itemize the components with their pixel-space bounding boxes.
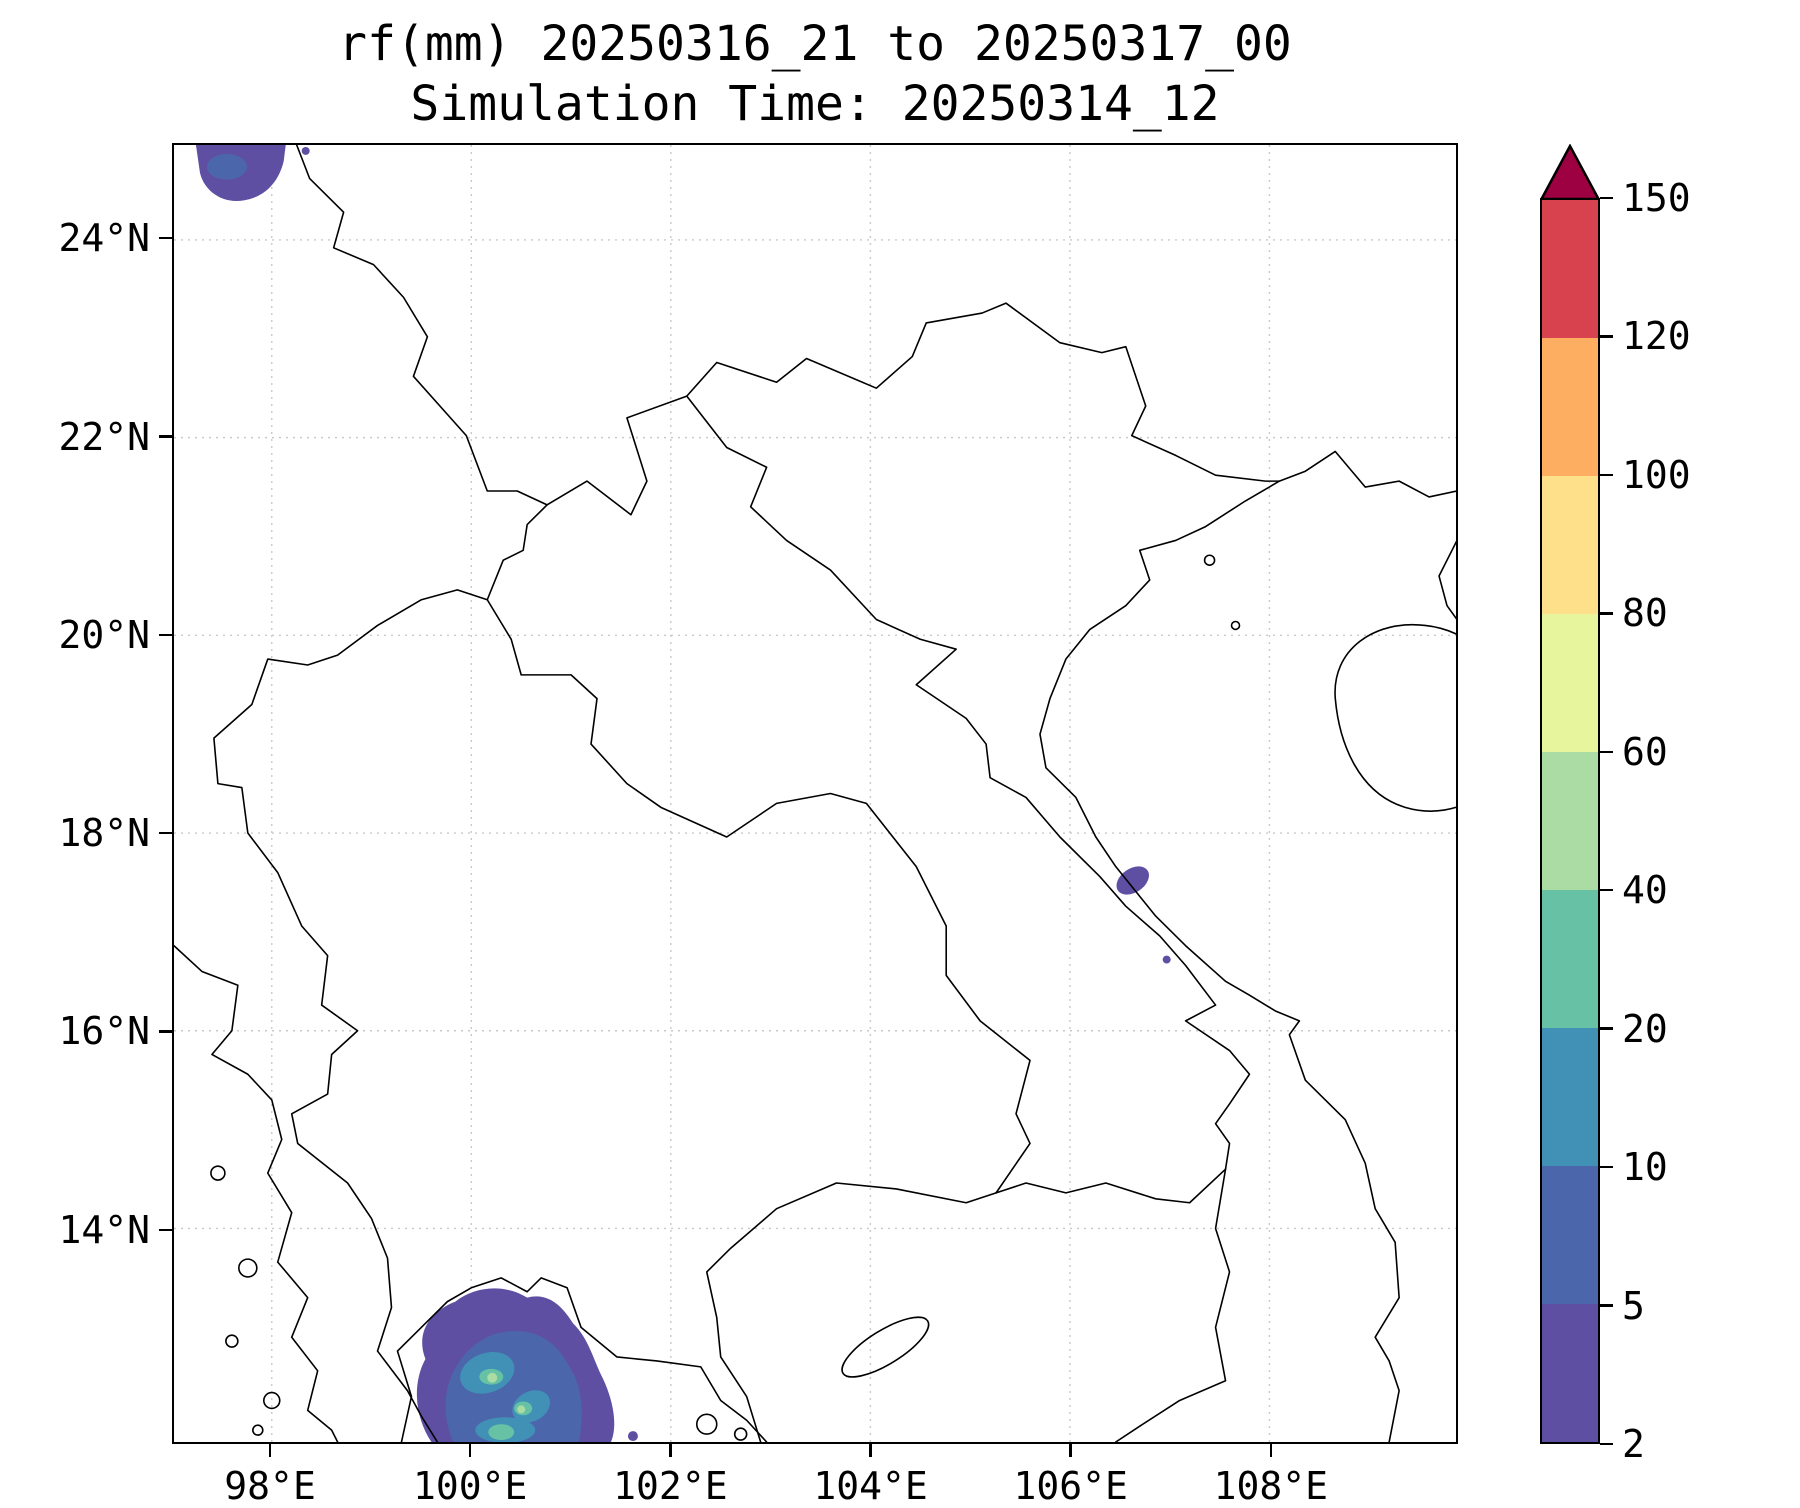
rain-speck-gulf-east (627, 1431, 638, 1442)
colorbar-segment-10-20 (1542, 1028, 1598, 1166)
border-laos-cambodia (996, 1169, 1225, 1203)
x-tick-label: 106°E (1013, 1464, 1128, 1508)
x-tick-label: 100°E (413, 1464, 528, 1508)
colorbar-tick-mark (1600, 335, 1613, 338)
y-tick-label: 18°N (58, 811, 150, 856)
colorbar-tick-mark (1600, 1027, 1613, 1030)
colorbar-tick-label: 120 (1622, 314, 1691, 359)
coastline-vietnam (1040, 451, 1456, 1442)
map-plot-area (172, 143, 1458, 1444)
colorbar-tick-mark (1600, 888, 1613, 892)
colorbar-tick-label: 20 (1622, 1006, 1668, 1051)
colorbar-segment-80-100 (1542, 476, 1598, 614)
colorbar-tick-label: 10 (1622, 1145, 1668, 1190)
x-tick-label: 108°E (1213, 1464, 1329, 1508)
x-tick-mark (669, 1444, 672, 1457)
map-canvas (174, 145, 1456, 1442)
colorbar-tick-label: 2 (1622, 1422, 1645, 1466)
lake-tonle-sap (834, 1307, 937, 1388)
border-thailand-cambodia (707, 1183, 996, 1442)
rain-cell-gulf-band-40-60 (487, 1372, 498, 1383)
y-tick-label: 16°N (58, 1009, 150, 1054)
y-tick-mark (159, 1228, 172, 1232)
coastline-gulf-of-thailand (397, 1278, 766, 1442)
coastline-andaman (174, 946, 338, 1442)
gridlines (174, 145, 1456, 1442)
colorbar-tick-mark (1600, 612, 1613, 615)
y-tick-label: 14°N (58, 1207, 150, 1252)
plot-title: rf(mm) 20250316_21 to 20250317_00 Simula… (172, 14, 1458, 134)
rain-speck-northwest (301, 146, 310, 155)
y-tick-mark (159, 236, 172, 240)
x-tick-mark (268, 1444, 272, 1457)
y-tick-mark (159, 435, 172, 438)
colorbar-tick-mark (1600, 1304, 1613, 1307)
colorbar-tick-label: 100 (1622, 452, 1691, 497)
plot-title-line-2: Simulation Time: 20250314_12 (410, 76, 1220, 132)
colorbar-tick-mark (1600, 1165, 1613, 1169)
rain-cell-gulf-band-40-60 (517, 1405, 526, 1414)
rainfall-contours (195, 145, 1171, 1442)
colorbar-segment-60-80 (1542, 614, 1598, 752)
rain-speck-vietnam-coast (1162, 955, 1171, 964)
colorbar-segment-5-10 (1542, 1166, 1598, 1304)
plot-title-line-1: rf(mm) 20250316_21 to 20250317_00 (338, 16, 1292, 72)
colorbar-segment-120-150 (1542, 200, 1598, 338)
coastline-hainan-island (1335, 625, 1456, 811)
border-myanmar-thailand (214, 590, 487, 1442)
small-islands (211, 555, 1240, 1440)
x-tick-mark (869, 1444, 872, 1457)
rain-cell-northwest-core (206, 153, 247, 180)
coastline-leizhou-peninsula (1439, 540, 1456, 619)
x-tick-label: 104°E (813, 1464, 928, 1508)
colorbar-tick-mark (1600, 1442, 1613, 1446)
colorbar-tick-label: 60 (1622, 729, 1668, 774)
border-laos-vietnam (687, 396, 1250, 1169)
colorbar-tick-label: 5 (1622, 1283, 1645, 1328)
colorbar-segment-40-60 (1542, 752, 1598, 890)
x-tick-mark (1069, 1444, 1072, 1457)
x-tick-mark (468, 1444, 472, 1457)
y-tick-mark (159, 633, 172, 637)
colorbar-segment-20-40 (1542, 890, 1598, 1028)
colorbar-tick-label: 40 (1622, 868, 1668, 913)
border-vietnam-cambodia (1116, 1169, 1230, 1442)
x-tick-label: 102°E (613, 1464, 728, 1508)
colorbar-tick-mark (1600, 750, 1613, 754)
border-thailand-laos (487, 600, 1030, 1193)
y-tick-label: 24°N (58, 216, 150, 261)
colorbar-tick-label: 80 (1622, 591, 1668, 636)
colorbar-tick-mark (1600, 196, 1613, 200)
x-tick-label: 98°E (224, 1464, 316, 1508)
y-tick-mark (159, 831, 172, 835)
colorbar-segment-2-5 (1542, 1304, 1598, 1442)
y-tick-label: 20°N (58, 612, 150, 657)
colorbar-segments (1540, 198, 1600, 1444)
y-tick-label: 22°N (58, 414, 150, 459)
coastlines-and-borders (174, 145, 1456, 1442)
colorbar-segment-100-120 (1542, 338, 1598, 476)
rain-cell-gulf-band-20-40 (488, 1424, 515, 1441)
border-upper-mekong (487, 505, 547, 600)
colorbar-extend-triangle (1540, 144, 1600, 200)
border-china (297, 145, 1280, 515)
colorbar-extend-max (1540, 144, 1600, 200)
colorbar-tick-label: 150 (1622, 176, 1691, 220)
rain-cell-vietnam-coast (1116, 866, 1149, 895)
colorbar-tick-mark (1600, 473, 1613, 477)
y-tick-mark (159, 1030, 172, 1033)
x-tick-mark (1269, 1444, 1273, 1457)
